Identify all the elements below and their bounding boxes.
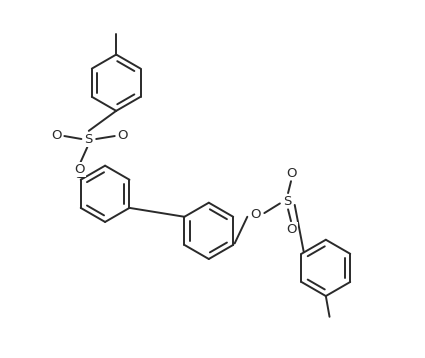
Text: O: O [286, 223, 297, 236]
Text: O: O [51, 129, 62, 142]
Text: O: O [286, 166, 297, 180]
Text: O: O [118, 129, 128, 142]
Text: S: S [283, 195, 292, 208]
Text: O: O [75, 163, 85, 176]
Text: S: S [85, 133, 93, 146]
Text: O: O [250, 208, 261, 221]
